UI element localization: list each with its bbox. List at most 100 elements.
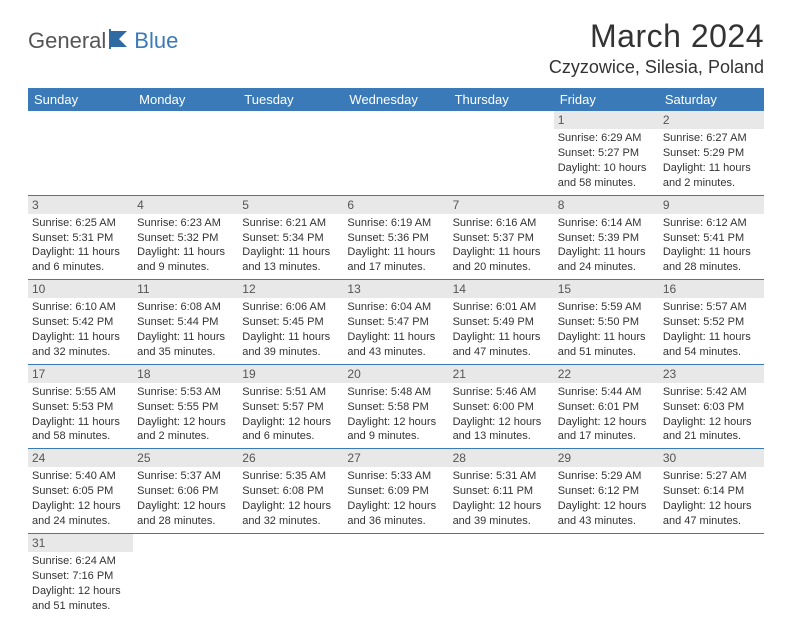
daylight-text: and 13 minutes.	[242, 260, 339, 275]
daylight-text: Daylight: 12 hours	[558, 499, 655, 514]
day-number: 16	[663, 282, 676, 296]
day-number-cell: 21	[449, 364, 554, 383]
daylight-text: Daylight: 11 hours	[558, 330, 655, 345]
day-data-row: Sunrise: 6:29 AMSunset: 5:27 PMDaylight:…	[28, 129, 764, 195]
sunrise-text: Sunrise: 6:25 AM	[32, 216, 129, 231]
daylight-text: and 13 minutes.	[453, 429, 550, 444]
day-number-cell: 8	[554, 195, 659, 214]
weekday-header: Tuesday	[238, 88, 343, 111]
day-number-cell: 30	[659, 449, 764, 468]
day-number-cell	[343, 111, 448, 129]
day-data-cell: Sunrise: 5:27 AMSunset: 6:14 PMDaylight:…	[659, 467, 764, 533]
day-number: 13	[347, 282, 360, 296]
sunset-text: Sunset: 6:00 PM	[453, 400, 550, 415]
daylight-text: and 39 minutes.	[453, 514, 550, 529]
daylight-text: Daylight: 12 hours	[137, 499, 234, 514]
sunrise-text: Sunrise: 5:27 AM	[663, 469, 760, 484]
day-data-row: Sunrise: 6:24 AMSunset: 7:16 PMDaylight:…	[28, 552, 764, 617]
day-data-cell	[238, 552, 343, 617]
sunset-text: Sunset: 7:16 PM	[32, 569, 129, 584]
daylight-text: and 36 minutes.	[347, 514, 444, 529]
day-number-cell: 25	[133, 449, 238, 468]
day-data-cell: Sunrise: 5:59 AMSunset: 5:50 PMDaylight:…	[554, 298, 659, 364]
daylight-text: and 51 minutes.	[558, 345, 655, 360]
day-number: 3	[32, 198, 39, 212]
day-data-row: Sunrise: 5:40 AMSunset: 6:05 PMDaylight:…	[28, 467, 764, 533]
day-number-cell: 26	[238, 449, 343, 468]
sunset-text: Sunset: 5:31 PM	[32, 231, 129, 246]
day-data-cell: Sunrise: 5:29 AMSunset: 6:12 PMDaylight:…	[554, 467, 659, 533]
day-number: 6	[347, 198, 354, 212]
sunrise-text: Sunrise: 5:48 AM	[347, 385, 444, 400]
day-number: 15	[558, 282, 571, 296]
sunset-text: Sunset: 5:41 PM	[663, 231, 760, 246]
daylight-text: and 17 minutes.	[347, 260, 444, 275]
sunset-text: Sunset: 6:14 PM	[663, 484, 760, 499]
day-number: 26	[242, 451, 255, 465]
day-number: 22	[558, 367, 571, 381]
day-data-cell	[449, 552, 554, 617]
day-data-cell: Sunrise: 6:14 AMSunset: 5:39 PMDaylight:…	[554, 214, 659, 280]
sunset-text: Sunset: 5:47 PM	[347, 315, 444, 330]
sunset-text: Sunset: 5:45 PM	[242, 315, 339, 330]
sunset-text: Sunset: 5:39 PM	[558, 231, 655, 246]
daylight-text: and 43 minutes.	[347, 345, 444, 360]
day-data-cell: Sunrise: 5:46 AMSunset: 6:00 PMDaylight:…	[449, 383, 554, 449]
sunset-text: Sunset: 5:29 PM	[663, 146, 760, 161]
day-data-cell	[554, 552, 659, 617]
day-number-cell: 5	[238, 195, 343, 214]
daylight-text: Daylight: 11 hours	[32, 330, 129, 345]
day-data-cell: Sunrise: 5:57 AMSunset: 5:52 PMDaylight:…	[659, 298, 764, 364]
sunrise-text: Sunrise: 5:55 AM	[32, 385, 129, 400]
day-number: 8	[558, 198, 565, 212]
sunset-text: Sunset: 5:36 PM	[347, 231, 444, 246]
day-number-row: 3456789	[28, 195, 764, 214]
day-number: 23	[663, 367, 676, 381]
day-data-cell: Sunrise: 5:51 AMSunset: 5:57 PMDaylight:…	[238, 383, 343, 449]
day-number: 24	[32, 451, 45, 465]
sunset-text: Sunset: 6:08 PM	[242, 484, 339, 499]
daylight-text: and 32 minutes.	[242, 514, 339, 529]
daylight-text: Daylight: 11 hours	[663, 161, 760, 176]
sunset-text: Sunset: 5:34 PM	[242, 231, 339, 246]
sunrise-text: Sunrise: 6:16 AM	[453, 216, 550, 231]
day-data-cell: Sunrise: 5:53 AMSunset: 5:55 PMDaylight:…	[133, 383, 238, 449]
day-number-cell: 20	[343, 364, 448, 383]
flag-icon	[109, 29, 131, 54]
daylight-text: Daylight: 12 hours	[558, 415, 655, 430]
day-number: 4	[137, 198, 144, 212]
daylight-text: Daylight: 11 hours	[663, 245, 760, 260]
sunrise-text: Sunrise: 5:59 AM	[558, 300, 655, 315]
weekday-header: Monday	[133, 88, 238, 111]
daylight-text: Daylight: 11 hours	[137, 245, 234, 260]
sunrise-text: Sunrise: 6:04 AM	[347, 300, 444, 315]
day-data-cell: Sunrise: 5:35 AMSunset: 6:08 PMDaylight:…	[238, 467, 343, 533]
day-number-cell: 6	[343, 195, 448, 214]
day-number: 2	[663, 113, 670, 127]
sunset-text: Sunset: 6:06 PM	[137, 484, 234, 499]
daylight-text: Daylight: 12 hours	[663, 499, 760, 514]
daylight-text: and 28 minutes.	[137, 514, 234, 529]
day-data-cell: Sunrise: 5:31 AMSunset: 6:11 PMDaylight:…	[449, 467, 554, 533]
day-number-cell: 31	[28, 533, 133, 552]
daylight-text: Daylight: 11 hours	[242, 245, 339, 260]
day-number-cell: 2	[659, 111, 764, 129]
sunset-text: Sunset: 6:09 PM	[347, 484, 444, 499]
sunset-text: Sunset: 5:50 PM	[558, 315, 655, 330]
day-number: 18	[137, 367, 150, 381]
daylight-text: Daylight: 11 hours	[347, 245, 444, 260]
sunrise-text: Sunrise: 5:51 AM	[242, 385, 339, 400]
day-number-cell: 10	[28, 280, 133, 299]
day-number: 30	[663, 451, 676, 465]
day-data-cell: Sunrise: 6:06 AMSunset: 5:45 PMDaylight:…	[238, 298, 343, 364]
day-number-cell	[659, 533, 764, 552]
day-number: 28	[453, 451, 466, 465]
day-number-cell: 9	[659, 195, 764, 214]
day-number-cell: 14	[449, 280, 554, 299]
day-data-cell: Sunrise: 5:33 AMSunset: 6:09 PMDaylight:…	[343, 467, 448, 533]
day-number: 17	[32, 367, 45, 381]
weekday-header: Saturday	[659, 88, 764, 111]
day-number-cell: 23	[659, 364, 764, 383]
sunrise-text: Sunrise: 5:35 AM	[242, 469, 339, 484]
day-data-cell	[238, 129, 343, 195]
